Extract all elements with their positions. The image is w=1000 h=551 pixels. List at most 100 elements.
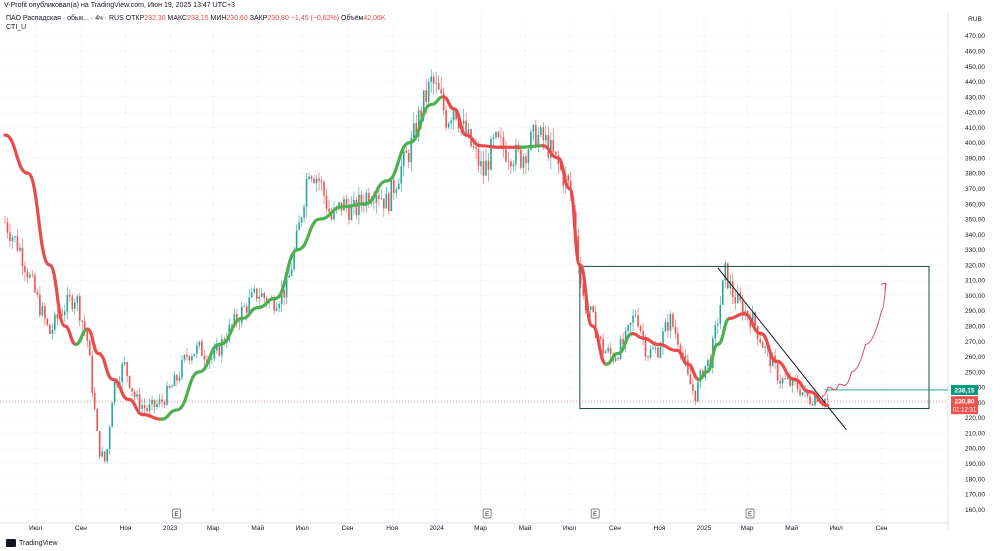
candle-body: [654, 347, 657, 349]
candle-body: [425, 90, 428, 102]
candle-body: [614, 358, 617, 362]
candle-body: [218, 344, 221, 356]
x-tick-label: Май: [251, 524, 264, 532]
open-label: ОТКР: [125, 15, 145, 22]
y-tick-label: 410,00: [965, 125, 985, 132]
candle-body: [320, 180, 323, 183]
candle-body: [422, 90, 425, 118]
candle-body: [258, 296, 261, 299]
candle-body: [447, 123, 450, 128]
candle-body: [407, 152, 410, 163]
cti-segment: [429, 95, 445, 107]
candle-body: [624, 330, 627, 345]
candle-body: [64, 311, 66, 315]
cti-segment: [26, 171, 52, 267]
candle-body: [497, 132, 500, 138]
cti-segment: [807, 390, 830, 408]
candle-body: [487, 160, 490, 170]
indicator-name[interactable]: CTI_U: [6, 24, 27, 31]
candle-body: [781, 378, 784, 384]
candle-body: [417, 110, 420, 137]
candle-body: [437, 82, 440, 90]
candle-body: [250, 292, 253, 298]
candle-body: [168, 385, 171, 388]
candle-body: [263, 293, 266, 299]
earnings-marker-label: E: [593, 512, 597, 518]
candle-body: [290, 269, 293, 276]
candle-body: [143, 405, 146, 409]
candle-body: [495, 132, 497, 138]
candle-body: [736, 293, 739, 304]
cti-segment: [175, 370, 201, 412]
candle-body: [158, 399, 161, 404]
candle-body: [415, 123, 418, 137]
cti-segment: [3, 133, 30, 175]
candle-body: [31, 274, 34, 276]
candle-body: [46, 318, 49, 325]
candle-body: [385, 193, 388, 209]
candle-body: [442, 93, 445, 111]
candle-body: [238, 322, 241, 323]
y-tick-label: 170,00: [965, 492, 985, 499]
candle-body: [303, 206, 305, 218]
candle-body: [198, 341, 201, 346]
forecast-arrowhead: [880, 282, 887, 290]
earnings-marker: [745, 508, 755, 519]
candle-body: [96, 408, 99, 432]
candle-body: [36, 292, 39, 295]
candle-body: [400, 166, 403, 184]
cti-segment: [240, 306, 260, 320]
candle-body: [86, 331, 89, 341]
last-price-tag: [951, 396, 978, 415]
candle-body: [647, 356, 649, 358]
candle-body: [308, 176, 310, 180]
y-tick-label: 250,00: [965, 369, 985, 376]
candle-body: [751, 312, 754, 328]
open-value: 232,30: [144, 15, 166, 22]
candle-body: [313, 178, 315, 183]
candle-body: [786, 378, 789, 379]
candle-body: [21, 247, 24, 266]
chart-legend: ПАО Распадская · обык... · 4ч · RUS ОТКР…: [6, 14, 386, 32]
candle-body: [644, 337, 647, 357]
candle-body: [662, 331, 664, 347]
candle-body: [183, 355, 186, 360]
earnings-marker: [172, 508, 182, 519]
cti-segment: [441, 95, 456, 111]
cti-segment: [63, 324, 78, 346]
candle-body: [465, 120, 467, 136]
candle-body: [502, 137, 505, 150]
candle-body: [383, 198, 385, 209]
y-tick-label: 310,00: [965, 278, 985, 285]
x-tick-label: 2023: [163, 525, 178, 532]
candle-body: [629, 322, 632, 326]
cti-segment: [256, 296, 277, 310]
candle-body: [814, 395, 816, 406]
candle-body: [375, 195, 378, 203]
candle-body: [435, 82, 437, 84]
candle-body: [397, 183, 400, 190]
candle-body: [106, 449, 108, 462]
candle-body: [51, 329, 54, 334]
candle-body: [697, 381, 699, 402]
x-tick-label: Июл: [296, 525, 309, 532]
cti-segment: [656, 342, 679, 353]
cti-segment: [578, 263, 594, 328]
x-tick-label: Сен: [342, 525, 354, 532]
candle-body: [652, 348, 654, 350]
candle-body: [457, 119, 460, 129]
earnings-marker-label: E: [748, 512, 752, 518]
candle-body: [4, 222, 6, 223]
x-tick-label: Ноя: [654, 525, 666, 532]
candle-body: [365, 192, 368, 207]
candle-body: [679, 344, 682, 353]
y-tick-label: 180,00: [965, 476, 985, 483]
x-tick-label: Мар: [741, 525, 754, 532]
symbol-name[interactable]: ПАО Распадская · обык... · 4ч · RUS: [6, 15, 124, 22]
high-value: 233,15: [187, 15, 209, 22]
candle-body: [323, 182, 325, 196]
candle-body: [659, 346, 662, 358]
cti-segment: [774, 359, 797, 382]
candle-body: [353, 199, 355, 205]
